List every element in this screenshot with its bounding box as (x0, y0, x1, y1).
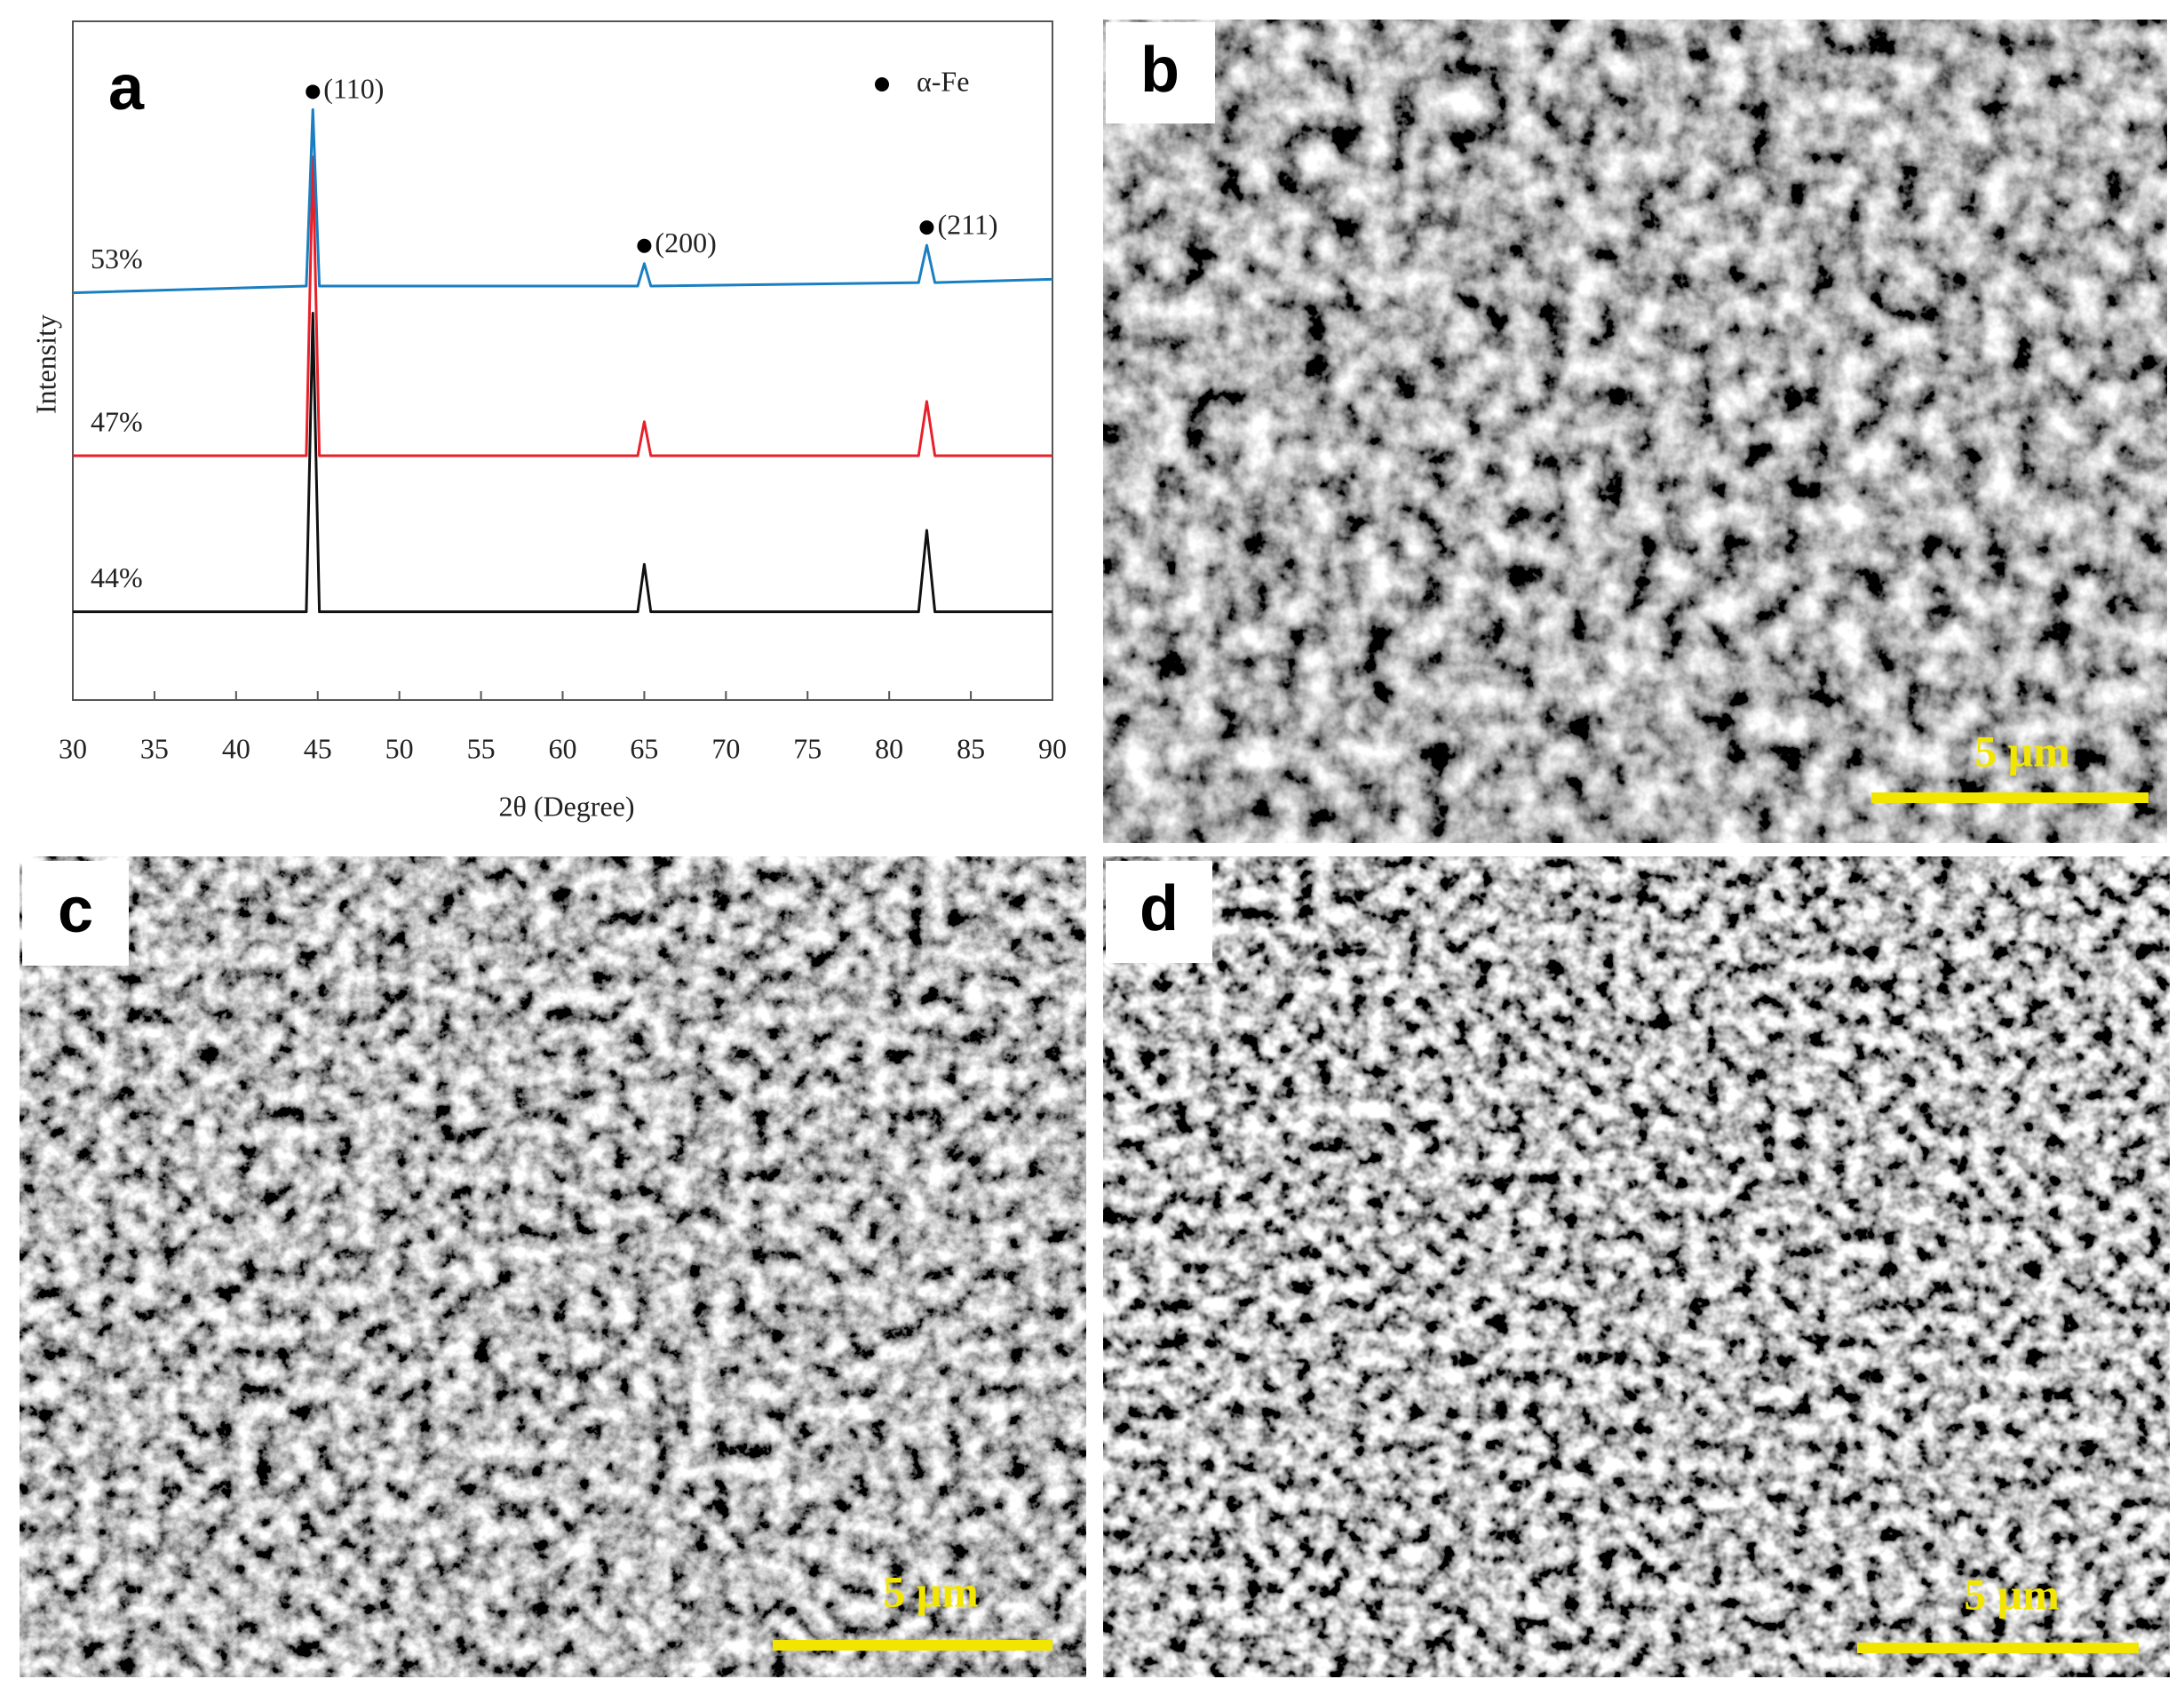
x-tick-label: 65 (630, 732, 658, 764)
series-label: 44% (91, 561, 143, 593)
peak-marker (637, 238, 652, 253)
series-label: 47% (91, 405, 143, 437)
x-tick-label: 70 (711, 732, 740, 764)
panel-label: a (108, 52, 145, 123)
peak-label: (200) (655, 227, 716, 259)
x-tick-label: 30 (59, 732, 87, 764)
panel-label: d (1140, 873, 1179, 944)
scale-label: 5 μm (1974, 726, 2070, 776)
legend-label: α-Fe (917, 65, 969, 97)
x-tick-label: 35 (140, 732, 169, 764)
scale-bar (1857, 1643, 2139, 1653)
scale-label: 5 μm (1964, 1569, 2060, 1619)
peak-label: (211) (937, 208, 997, 240)
y-axis-title: Intensity (29, 314, 61, 414)
x-tick-label: 50 (385, 732, 414, 764)
x-tick-label: 55 (467, 732, 496, 764)
sem-image (1103, 856, 2170, 1677)
peak-marker (306, 84, 321, 99)
label-box (1106, 22, 1215, 123)
x-axis-title: 2θ (Degree) (498, 790, 634, 822)
sem-image (1103, 20, 2167, 843)
x-tick-label: 75 (793, 732, 822, 764)
data-line (73, 312, 1052, 614)
peak-marker (919, 220, 934, 235)
label-box (22, 861, 129, 966)
series-label: 53% (91, 243, 143, 275)
plot-frame (72, 20, 1053, 701)
scale-bar (1871, 792, 2148, 803)
x-tick-label: 45 (304, 732, 332, 764)
x-tick-label: 80 (875, 732, 903, 764)
scale-bar (773, 1640, 1052, 1651)
panel-label: c (58, 875, 93, 946)
peak-label: (110) (323, 73, 384, 105)
x-tick-label: 90 (1038, 732, 1067, 764)
label-box (1106, 861, 1212, 963)
data-line (72, 107, 1053, 295)
x-tick-label: 40 (222, 732, 250, 764)
x-tick-label: 85 (957, 732, 985, 764)
legend-marker (875, 77, 889, 92)
panel-label: b (1140, 35, 1179, 106)
sem-image (20, 856, 1086, 1677)
data-line (73, 155, 1052, 458)
x-tick-label: 60 (549, 732, 577, 764)
scale-label: 5 μm (883, 1566, 979, 1616)
